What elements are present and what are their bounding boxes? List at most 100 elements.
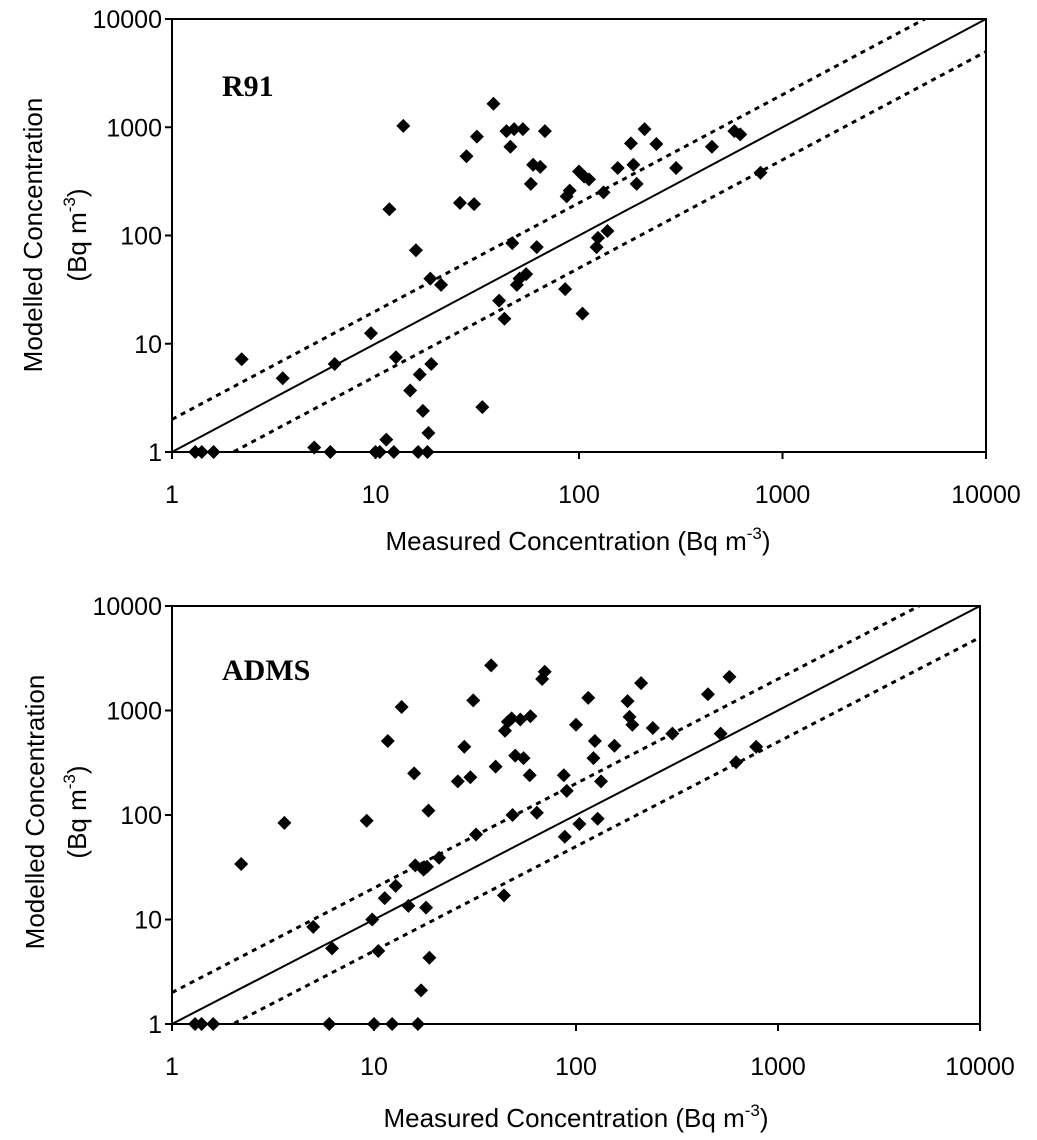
x-tick-label: 1 <box>165 481 179 509</box>
y-tick-label: 100 <box>120 223 162 251</box>
data-point-30 <box>475 400 490 415</box>
data-point-4 <box>275 371 290 386</box>
data-point-50 <box>559 783 574 798</box>
y-tick-label: 1 <box>148 439 162 467</box>
data-point-19 <box>412 367 427 382</box>
data-point-18 <box>407 766 422 781</box>
data-point-39 <box>505 808 520 822</box>
data-point-63 <box>645 721 660 736</box>
data-point-53 <box>582 172 597 187</box>
x-tick-label: 1 <box>165 1053 179 1081</box>
data-point-67 <box>733 127 748 142</box>
data-point-44 <box>529 240 544 255</box>
data-point-66 <box>713 726 728 741</box>
data-point-12 <box>377 891 392 906</box>
y-tick-label: 10000 <box>92 6 162 34</box>
x-axis-label: Measured Concentration (Bq m-3) <box>383 1101 768 1133</box>
y-tick-label: 10000 <box>92 593 162 621</box>
data-point-25 <box>434 277 449 292</box>
data-point-64 <box>665 726 680 741</box>
reference-lines <box>172 19 986 452</box>
data-point-44 <box>523 709 538 724</box>
data-point-54 <box>589 240 604 255</box>
x-tick-label: 10000 <box>945 1053 1015 1081</box>
data-point-42 <box>523 176 538 191</box>
one-to-one-line <box>172 606 980 1024</box>
data-point-57 <box>594 774 609 789</box>
data-point-8 <box>359 813 374 828</box>
data-point-3 <box>234 856 249 871</box>
data-point-51 <box>569 717 583 732</box>
y-axis-label-line1: Modelled Concentration <box>20 675 50 950</box>
data-point-27 <box>459 149 474 164</box>
data-point-25 <box>421 803 436 818</box>
factor-two-upper-line <box>172 19 928 421</box>
data-point-45 <box>533 159 548 174</box>
data-point-59 <box>620 694 635 709</box>
data-point-17 <box>408 243 423 258</box>
y-axis-label-line2: (Bq m-3) <box>60 188 92 281</box>
data-point-54 <box>586 751 601 766</box>
factor-two-upper-line <box>172 606 923 994</box>
data-point-7 <box>325 941 340 956</box>
data-points <box>188 96 768 459</box>
data-point-43 <box>522 768 537 783</box>
data-point-28 <box>467 197 482 212</box>
data-point-60 <box>626 157 641 172</box>
data-point-38 <box>504 711 519 726</box>
x-tick-label: 1000 <box>750 1053 806 1081</box>
reference-lines <box>172 606 980 1024</box>
data-point-52 <box>572 817 587 832</box>
data-point-51 <box>575 306 590 321</box>
data-point-47 <box>537 664 552 679</box>
data-point-9 <box>365 912 380 927</box>
data-point-11 <box>379 432 394 447</box>
data-point-14 <box>388 350 403 365</box>
data-point-3 <box>234 352 249 367</box>
data-point-49 <box>562 183 577 198</box>
y-tick-label: 1000 <box>106 698 162 726</box>
data-point-7 <box>327 357 342 372</box>
data-points <box>188 658 764 1031</box>
data-point-22 <box>421 425 436 440</box>
data-point-56 <box>590 811 605 826</box>
data-point-59 <box>623 136 638 151</box>
factor-two-lower-line <box>230 50 986 452</box>
data-point-21 <box>414 983 429 998</box>
data-point-26 <box>422 950 437 965</box>
data-point-16 <box>394 700 409 715</box>
data-point-23 <box>423 271 438 286</box>
y-tick-label: 10 <box>134 907 162 935</box>
y-tick-label: 1000 <box>106 114 162 142</box>
data-point-46 <box>537 124 552 139</box>
data-point-68 <box>729 755 744 770</box>
data-point-35 <box>496 888 511 903</box>
data-point-4 <box>277 815 292 830</box>
data-point-61 <box>625 717 640 732</box>
data-point-56 <box>596 185 611 200</box>
data-point-37 <box>507 122 522 137</box>
data-point-57 <box>600 224 615 239</box>
data-point-48 <box>556 768 571 783</box>
data-point-12 <box>382 202 397 217</box>
data-point-15 <box>388 878 403 893</box>
panel-label: ADMS <box>222 654 310 687</box>
y-axis-label-line2: (Bq m-3) <box>60 765 92 858</box>
data-point-24 <box>424 357 439 372</box>
data-point-5 <box>306 919 321 934</box>
data-point-63 <box>649 137 664 152</box>
y-tick-label: 1 <box>148 1011 162 1039</box>
chart-panel-1: 1 10 100 1000 10000 1 10 100 1000 10000 ADMS Measur… <box>20 593 1015 1133</box>
data-point-29 <box>457 739 472 754</box>
data-point-61 <box>629 176 644 191</box>
one-to-one-line <box>172 19 986 452</box>
data-point-26 <box>452 195 467 210</box>
x-tick-label: 100 <box>555 1053 597 1081</box>
x-axis-label: Measured Concentration (Bq m-3) <box>385 524 770 556</box>
x-tick-label: 10000 <box>951 481 1021 509</box>
data-point-31 <box>466 693 481 708</box>
data-point-53 <box>581 690 596 705</box>
data-point-15 <box>396 118 411 133</box>
data-point-13 <box>380 734 395 749</box>
